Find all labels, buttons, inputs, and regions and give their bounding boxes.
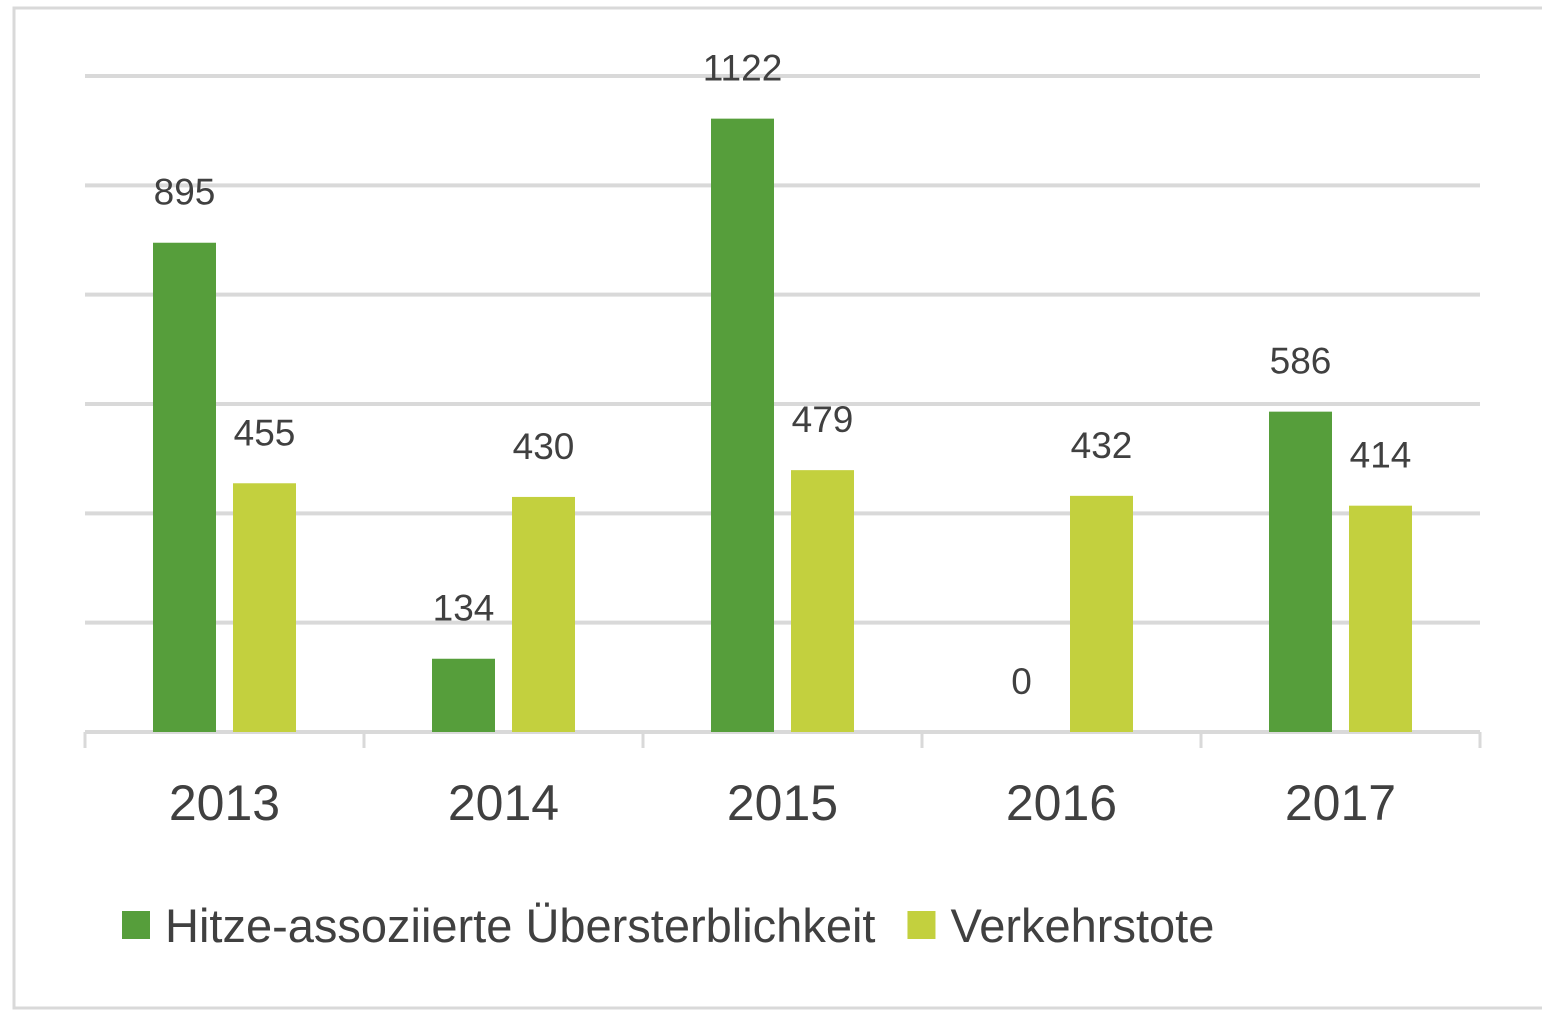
x-tick-label: 2014 (448, 775, 559, 831)
data-label: 479 (792, 399, 854, 440)
data-label: 414 (1350, 435, 1412, 476)
data-label: 432 (1071, 425, 1133, 466)
bar (711, 118, 774, 732)
x-tick-label: 2013 (169, 775, 280, 831)
legend-swatch (907, 911, 936, 939)
bar (432, 658, 495, 732)
legend-label: Hitze-assoziierte Übersterblichkeit (165, 899, 875, 952)
bar (1269, 411, 1332, 732)
x-tick-label: 2015 (727, 775, 838, 831)
x-tick-label: 2016 (1006, 775, 1117, 831)
legend-swatch (122, 911, 150, 939)
data-label: 430 (513, 426, 575, 467)
data-label: 895 (154, 172, 216, 213)
data-label: 586 (1270, 341, 1332, 382)
data-label: 134 (433, 588, 495, 629)
x-tick-label: 2017 (1285, 775, 1396, 831)
legend-label: Verkehrstote (950, 899, 1214, 952)
data-label: 1122 (703, 48, 783, 89)
data-label: 455 (234, 412, 296, 453)
bar (791, 470, 854, 732)
bar (1349, 505, 1412, 732)
bar (512, 496, 575, 732)
bar (233, 483, 296, 732)
bar (153, 242, 216, 732)
bar (1070, 495, 1133, 732)
data-label: 0 (1011, 661, 1032, 702)
